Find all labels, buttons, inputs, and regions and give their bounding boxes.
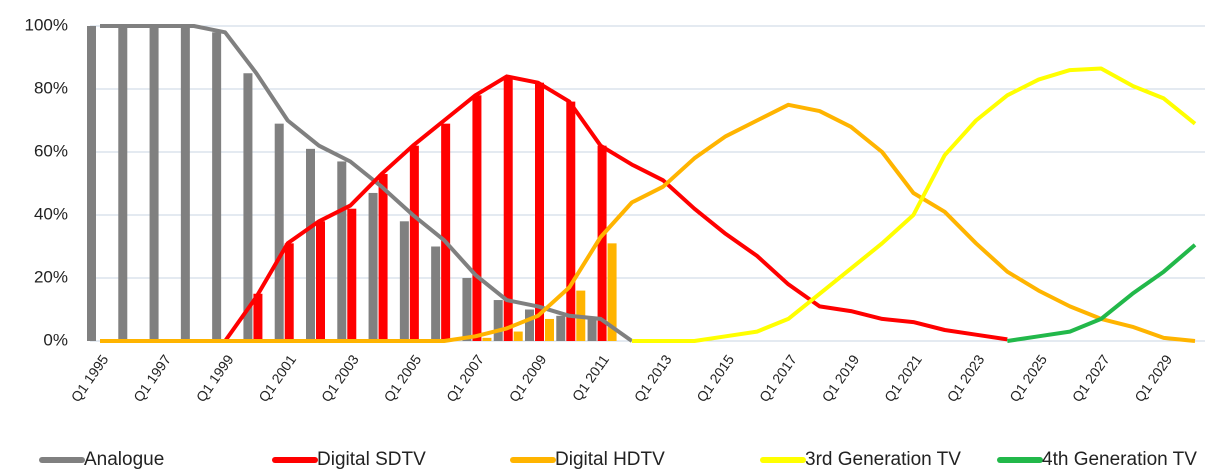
bar: [513, 331, 523, 341]
bar: [566, 101, 576, 341]
bar: [545, 318, 554, 341]
bar: [525, 309, 534, 341]
bar: [472, 95, 482, 341]
bar: [274, 123, 284, 342]
x-tick-label: Q1 2029: [1131, 351, 1175, 404]
bar: [306, 148, 315, 341]
x-tick-label: Q1 2019: [818, 351, 862, 404]
legend-label: Digital SDTV: [317, 449, 426, 470]
x-tick-label: Q1 2025: [1006, 351, 1050, 404]
series-line: [1007, 243, 1197, 343]
series-line: [100, 24, 634, 343]
x-tick-label: Q1 2003: [318, 351, 362, 404]
bar: [347, 208, 357, 341]
x-tick-label: Q1 2013: [631, 351, 675, 404]
y-tick-label: 80%: [34, 78, 68, 97]
x-tick-label: Q1 1999: [193, 351, 237, 404]
bar: [337, 161, 347, 341]
legend-label: Analogue: [84, 449, 164, 470]
y-tick-label: 100%: [25, 15, 68, 34]
y-tick-label: 20%: [34, 267, 68, 286]
bar: [87, 26, 96, 341]
series-line: [100, 102, 1196, 343]
bar: [368, 192, 378, 341]
series-line: [223, 74, 1008, 343]
bar: [441, 123, 451, 342]
x-tick-label: Q1 2023: [944, 351, 988, 404]
bar: [149, 26, 159, 341]
x-tick-label: Q1 1997: [130, 351, 174, 404]
bar: [409, 145, 419, 341]
bar: [399, 221, 409, 341]
bar: [556, 315, 566, 341]
bar: [482, 337, 492, 341]
bar: [535, 82, 544, 341]
x-tick-label: Q1 2001: [255, 351, 299, 404]
bar: [607, 243, 617, 341]
legend-label: 3rd Generation TV: [805, 449, 961, 470]
bar: [180, 26, 190, 341]
x-tick-label: Q1 1995: [68, 351, 112, 404]
x-tick-label: Q1 2009: [506, 351, 550, 404]
series-line: [631, 66, 1197, 343]
bar: [212, 32, 222, 342]
x-tick-label: Q1 2015: [693, 351, 737, 404]
x-tick-label: Q1 2011: [569, 351, 612, 403]
bar: [118, 26, 128, 341]
legend-label: Digital HDTV: [555, 449, 665, 470]
legend-label: 4th Generation TV: [1042, 449, 1197, 470]
x-tick-label: Q1 2021: [881, 351, 925, 404]
x-tick-label: Q1 2005: [380, 351, 424, 404]
bar: [431, 246, 441, 341]
bar: [243, 73, 253, 341]
bar: [493, 300, 503, 341]
x-tick-label: Q1 2027: [1069, 351, 1113, 404]
y-tick-label: 60%: [34, 141, 68, 160]
y-tick-label: 0%: [43, 330, 68, 349]
bar: [316, 221, 325, 341]
bar: [587, 318, 597, 341]
bar: [253, 293, 263, 341]
bar: [462, 278, 472, 341]
y-tick-label: 40%: [34, 204, 68, 223]
x-tick-label: Q1 2007: [443, 351, 487, 404]
bar: [284, 243, 294, 341]
bar: [503, 76, 513, 342]
bar: [378, 174, 388, 341]
x-tick-label: Q1 2017: [756, 351, 800, 404]
bar: [597, 145, 607, 341]
